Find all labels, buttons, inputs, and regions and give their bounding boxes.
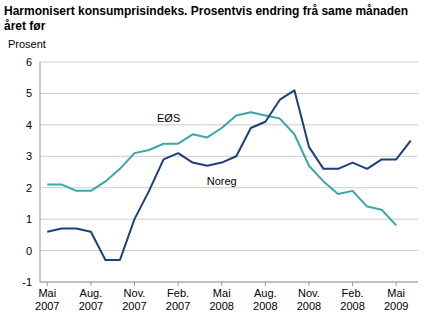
chart: Harmonisert konsumprisindeks. Prosentvis… [0,0,426,328]
x-tick [308,282,309,286]
x-axis [40,282,418,283]
x-tick [352,282,353,286]
grid-line [40,219,418,220]
x-tick-label: Mai2008 [209,287,233,312]
x-tick-label: Feb.2008 [340,287,364,312]
x-tick [178,282,179,286]
y-tick-label: 6 [26,56,32,68]
y-tick-label: 2 [26,182,32,194]
x-tick-label: Aug.2008 [253,287,277,312]
x-tick-label: Nov.2008 [297,287,321,312]
y-tick-label: 5 [26,87,32,99]
x-tick-label: Nov.2007 [122,287,146,312]
grid-line [40,156,418,157]
y-tick-label: 3 [26,150,32,162]
x-tick-label: Mai2007 [35,287,59,312]
x-tick-label: Aug.2007 [79,287,103,312]
grid-line [40,250,418,251]
series-label: EØS [157,112,180,124]
series-label: Noreg [207,175,237,187]
x-tick-label: Mai2009 [384,287,408,312]
y-tick-label: 4 [26,119,32,131]
grid-line [40,124,418,125]
grid-line [40,93,418,94]
y-tick-label: -1 [22,276,32,288]
x-tick [90,282,91,286]
plot-area [47,90,410,260]
series-line [47,90,410,260]
series-line [47,112,396,225]
x-tick [134,282,135,286]
x-tick [47,282,48,286]
title: Harmonisert konsumprisindeks. Prosentvis… [4,4,408,33]
x-tick [396,282,397,286]
grid-line [40,282,418,283]
y-label: Prosent [8,38,46,50]
y-tick-label: 1 [26,213,32,225]
y-tick-label: 0 [26,245,32,257]
x-tick [265,282,266,286]
y-axis [40,62,41,282]
grid-line [40,62,418,63]
x-tick-label: Feb.2007 [166,287,190,312]
x-tick [221,282,222,286]
